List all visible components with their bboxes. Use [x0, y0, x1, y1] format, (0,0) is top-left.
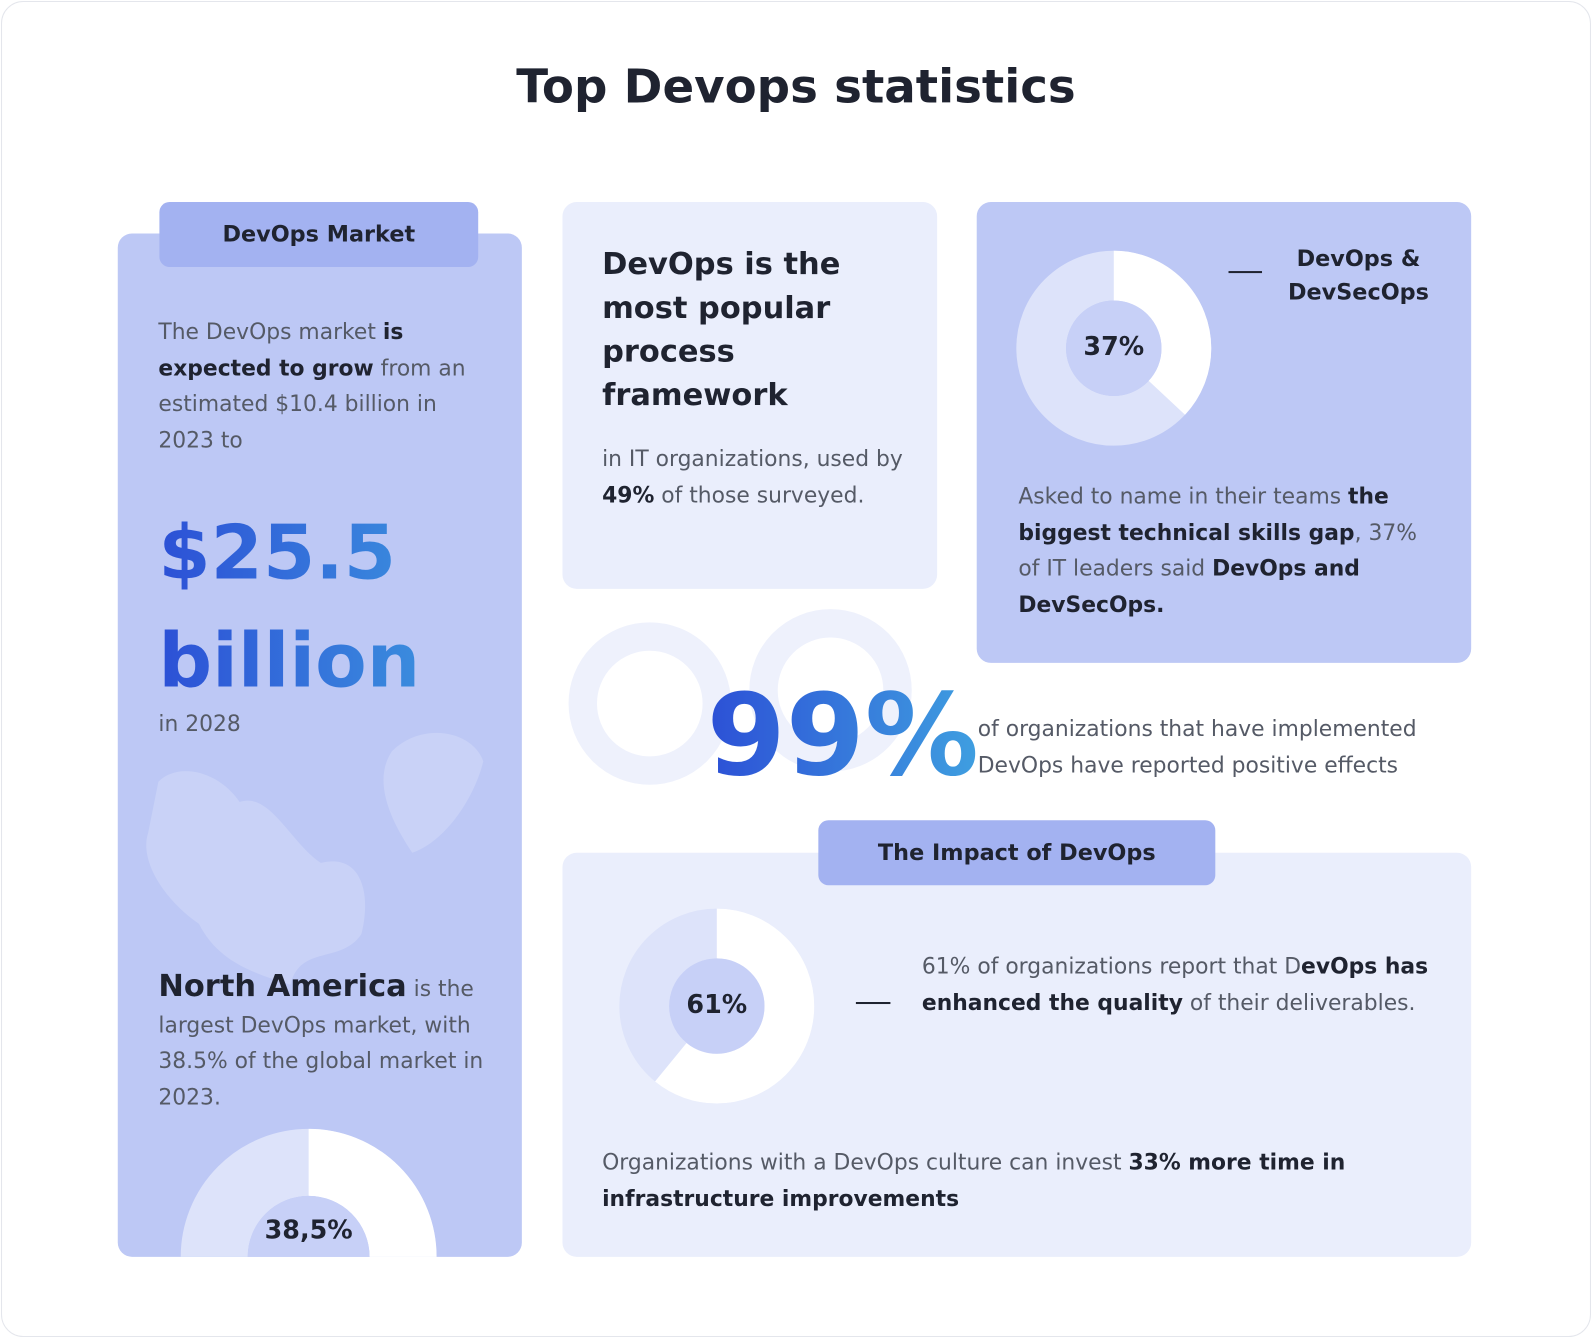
text-segment: is the largest DevOps market, with 38.5%…	[158, 976, 484, 1111]
popular-card: DevOps is the most popular process frame…	[562, 202, 938, 589]
impact-body: 61% of organizations report that DevOps …	[922, 949, 1430, 1021]
popular-body: in IT organizations, used by 49% of thos…	[602, 442, 907, 514]
market-highlight: $25.5 billion	[158, 499, 503, 714]
market-region: North America is the largest DevOps mark…	[158, 969, 483, 1116]
donut-label: 61%	[686, 989, 747, 1019]
text-segment: in IT organizations, used by	[602, 446, 903, 473]
impact-footer: Organizations with a DevOps culture can …	[602, 1145, 1404, 1217]
donut-hole	[247, 1195, 370, 1257]
effects-value: 99%	[706, 670, 979, 803]
text-segment: North America	[158, 968, 407, 1005]
donut-arc	[1016, 250, 1212, 446]
text-segment: Asked to name in their teams	[1018, 484, 1349, 510]
donut-label: 38,5%	[265, 1214, 353, 1244]
text-segment: DevOps and DevSecOps.	[1018, 556, 1360, 618]
effects-text: of organizations that have implemented D…	[977, 716, 1417, 779]
text-segment: 61% of organizations report that D	[921, 954, 1302, 980]
donut-arc	[180, 1128, 437, 1257]
infinity-decoration	[568, 609, 912, 785]
donut: 61%	[619, 908, 815, 1104]
donut: 37%	[1016, 250, 1212, 446]
popular-heading: DevOps is the most popular process frame…	[602, 246, 841, 414]
impact-card: 61% 61% of organizations report that Dev…	[562, 852, 1472, 1257]
donut-label: 37%	[1083, 331, 1144, 361]
market-intro: The DevOps market is expected to grow fr…	[158, 315, 483, 459]
text-segment: of those surveyed.	[654, 482, 865, 509]
text-segment: of their deliverables.	[1182, 990, 1416, 1016]
market-card: The DevOps market is expected to grow fr…	[117, 233, 522, 1257]
skills-body: Asked to name in their teams the biggest…	[1018, 479, 1434, 623]
text-segment: from an estimated $10.4 billion in 2023 …	[158, 355, 466, 454]
map-decoration	[146, 732, 484, 985]
connector	[1228, 271, 1263, 274]
donut-hole	[669, 958, 765, 1054]
text-segment: evOps has enhanced the quality	[921, 954, 1429, 1016]
market-note: in 2028	[158, 711, 241, 738]
impact-tab: The Impact of DevOps	[818, 820, 1216, 886]
donut-arc	[619, 908, 815, 1104]
text-segment: , 37% of IT leaders said	[1018, 520, 1417, 582]
title: Top Devops statistics	[516, 58, 1076, 114]
donut-hole	[1066, 300, 1162, 396]
text-segment: Organizations with a DevOps culture can …	[602, 1150, 1129, 1176]
skills-card: 37% DevOps & DevSecOps Asked to name in …	[976, 202, 1472, 663]
text-segment: The DevOps market	[158, 319, 383, 346]
text-segment: is expected to grow	[158, 319, 404, 382]
skills-legend: DevOps & DevSecOps	[1287, 246, 1429, 306]
text-segment: the biggest technical skills gap	[1018, 484, 1389, 546]
connector	[855, 1002, 891, 1005]
market-tab: DevOps Market	[159, 202, 479, 267]
text-segment: 49%	[602, 482, 655, 509]
text-segment: 33% more time in infrastructure improvem…	[602, 1150, 1346, 1212]
